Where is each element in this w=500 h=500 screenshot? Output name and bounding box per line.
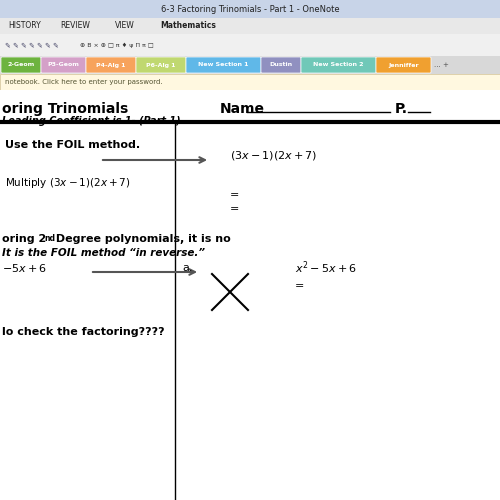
Bar [0, 74, 500, 90]
Text: $x^2-5x+6$: $x^2-5x+6$ [295, 260, 357, 276]
Text: P3-Geom: P3-Geom [48, 62, 80, 68]
Text: P6-Alg 1: P6-Alg 1 [146, 62, 176, 68]
Text: ✎: ✎ [12, 42, 18, 48]
Text: oring Trinomials: oring Trinomials [2, 102, 128, 116]
FancyBboxPatch shape [41, 57, 86, 73]
Bar [0, 34, 500, 56]
Text: lo check the factoring????: lo check the factoring???? [2, 327, 164, 337]
FancyBboxPatch shape [301, 57, 376, 73]
Text: ✎: ✎ [52, 42, 58, 48]
Bar [0, 18, 500, 34]
FancyBboxPatch shape [261, 57, 301, 73]
Bar [0, 90, 500, 500]
Text: ⊕ B × ⊕ □ π ♦ ψ Π π □: ⊕ B × ⊕ □ π ♦ ψ Π π □ [80, 42, 154, 48]
Text: ✎: ✎ [28, 42, 34, 48]
Bar [0, 56, 500, 74]
Text: ✎: ✎ [36, 42, 42, 48]
Text: oring 2: oring 2 [2, 234, 46, 244]
FancyBboxPatch shape [186, 57, 261, 73]
Text: Degree polynomials, it is no: Degree polynomials, it is no [52, 234, 231, 244]
Text: New Section 2: New Section 2 [313, 62, 364, 68]
Text: New Section 1: New Section 1 [198, 62, 249, 68]
Text: ✎: ✎ [20, 42, 26, 48]
Text: Name: Name [220, 102, 265, 116]
Text: Jenniffer: Jenniffer [388, 62, 419, 68]
Bar [0, 0, 500, 18]
Text: $(3x-1)(2x+7)$: $(3x-1)(2x+7)$ [230, 150, 318, 162]
FancyBboxPatch shape [86, 57, 136, 73]
Text: Use the FOIL method.: Use the FOIL method. [5, 140, 140, 150]
Text: P.: P. [395, 102, 408, 116]
Text: Dustin: Dustin [270, 62, 292, 68]
Text: notebook. Click here to enter your password.: notebook. Click here to enter your passw… [5, 79, 162, 85]
Text: VIEW: VIEW [115, 22, 135, 30]
Text: Mathematics: Mathematics [160, 22, 216, 30]
Text: HISTORY: HISTORY [8, 22, 41, 30]
Text: ✎: ✎ [4, 42, 10, 48]
Text: =: = [295, 281, 304, 291]
Text: $-5x+6$: $-5x+6$ [2, 262, 47, 274]
Text: It is the FOIL method “in reverse.”: It is the FOIL method “in reverse.” [2, 248, 205, 258]
Text: Multiply $(3x-1)(2x+7)$: Multiply $(3x-1)(2x+7)$ [5, 176, 130, 190]
FancyBboxPatch shape [136, 57, 186, 73]
Text: Leading Coefficient is 1- (Part 1): Leading Coefficient is 1- (Part 1) [2, 116, 180, 126]
Text: P4-Alg 1: P4-Alg 1 [96, 62, 126, 68]
Text: 6-3 Factoring Trinomials - Part 1 - OneNote: 6-3 Factoring Trinomials - Part 1 - OneN… [160, 4, 340, 14]
FancyBboxPatch shape [376, 57, 431, 73]
Text: REVIEW: REVIEW [60, 22, 90, 30]
Text: =: = [230, 190, 239, 200]
Text: ✎: ✎ [44, 42, 50, 48]
FancyBboxPatch shape [1, 57, 41, 73]
Text: a.: a. [182, 263, 192, 273]
Text: 2-Geom: 2-Geom [8, 62, 34, 68]
Text: =: = [230, 204, 239, 214]
Text: ... +: ... + [434, 62, 449, 68]
Text: nd: nd [44, 234, 55, 243]
